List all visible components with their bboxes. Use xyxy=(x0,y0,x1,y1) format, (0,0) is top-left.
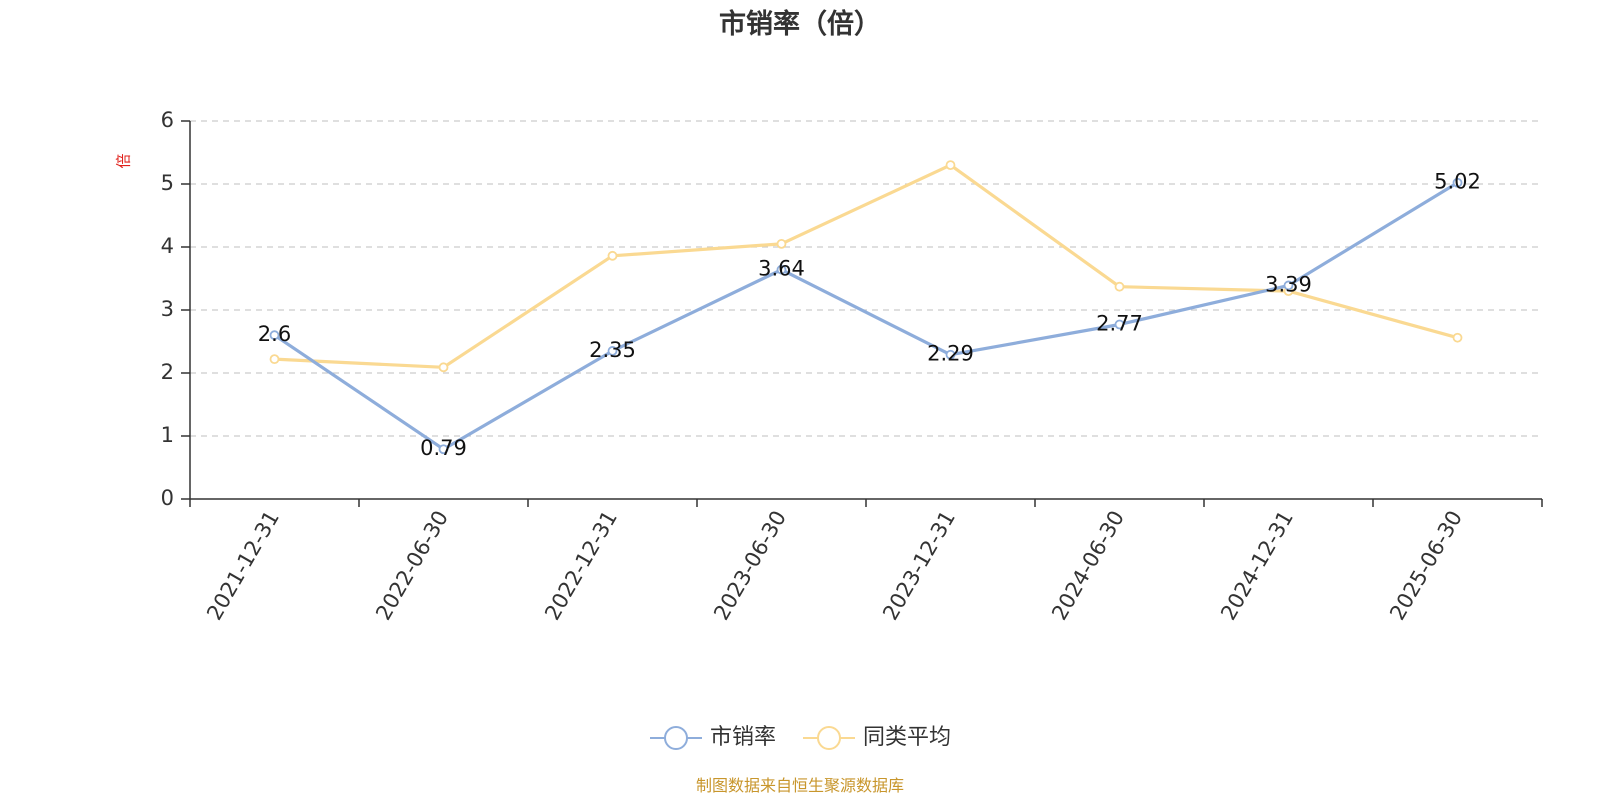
series-1-point[interactable] xyxy=(945,160,956,171)
y-tick-label: 4 xyxy=(161,234,174,258)
y-tick-label: 1 xyxy=(161,423,174,447)
data-label: 3.39 xyxy=(1265,272,1312,296)
grid-lines xyxy=(190,120,1542,437)
x-tick-label: 2023-06-30 xyxy=(709,507,791,625)
series-0-point[interactable] xyxy=(945,349,956,360)
series-0-point[interactable] xyxy=(269,330,280,341)
series-1-point[interactable] xyxy=(438,362,449,373)
legend[interactable]: 市销率 同类平均 xyxy=(650,725,951,750)
series-0-point[interactable] xyxy=(438,444,449,455)
legend-item-1[interactable]: 同类平均 xyxy=(803,725,951,750)
series-0-point[interactable] xyxy=(1283,280,1294,291)
series-line-1 xyxy=(274,163,1458,369)
series-1-point[interactable] xyxy=(269,354,280,365)
chart-title: 市销率（倍） xyxy=(719,8,881,40)
legend-label: 同类平均 xyxy=(863,725,951,750)
legend-label: 市销率 xyxy=(710,725,776,750)
series-0-point[interactable] xyxy=(607,346,618,356)
data-label: 5.02 xyxy=(1434,170,1481,194)
series-1-point[interactable] xyxy=(607,250,618,261)
y-axis-unit-label: 倍 xyxy=(115,153,133,168)
data-label: 3.64 xyxy=(758,257,805,281)
data-label: 2.77 xyxy=(1096,311,1143,335)
x-tick-label: 2024-12-31 xyxy=(1216,507,1298,625)
y-tick-label: 2 xyxy=(161,360,174,384)
x-tick-label: 2023-12-31 xyxy=(878,507,960,625)
y-tick-label: 0 xyxy=(161,486,174,510)
data-label: 2.29 xyxy=(927,342,974,366)
series-1-point[interactable] xyxy=(776,238,787,249)
legend-circle-icon xyxy=(664,726,688,750)
series-0-point[interactable] xyxy=(1452,177,1463,188)
y-tick-label: 6 xyxy=(161,108,174,132)
series-0-point[interactable] xyxy=(1114,319,1125,330)
x-tick-label: 2021-12-31 xyxy=(202,507,284,625)
data-label: 2.6 xyxy=(258,322,291,346)
y-tick-label: 3 xyxy=(161,297,174,321)
series-lines xyxy=(269,160,1463,455)
series-1-point[interactable] xyxy=(1114,281,1125,292)
data-label: 2.35 xyxy=(589,338,636,362)
legend-circle-icon xyxy=(817,726,841,750)
data-labels: 2.6 0.79 2.35 3.64 2.29 2.77 3.39 5.02 xyxy=(258,170,1481,460)
series-1-point[interactable] xyxy=(1452,332,1463,343)
data-label: 0.79 xyxy=(420,436,467,460)
axes: 0 1 2 3 4 5 6 2021-12-31 2022-06-30 2022-12-31 202… xyxy=(161,108,1543,625)
series-line-0 xyxy=(273,181,1459,451)
legend-item-0[interactable]: 市销率 xyxy=(650,725,776,750)
series-0-point[interactable] xyxy=(776,264,787,275)
x-tick-label: 2022-12-31 xyxy=(540,507,622,625)
x-tick-label: 2022-06-30 xyxy=(371,507,453,625)
y-tick-label: 5 xyxy=(161,171,174,195)
x-tick-label: 2024-06-30 xyxy=(1047,507,1129,625)
source-note: 制图数据来自恒生聚源数据库 xyxy=(696,776,904,795)
x-tick-label: 2025-06-30 xyxy=(1385,507,1467,625)
